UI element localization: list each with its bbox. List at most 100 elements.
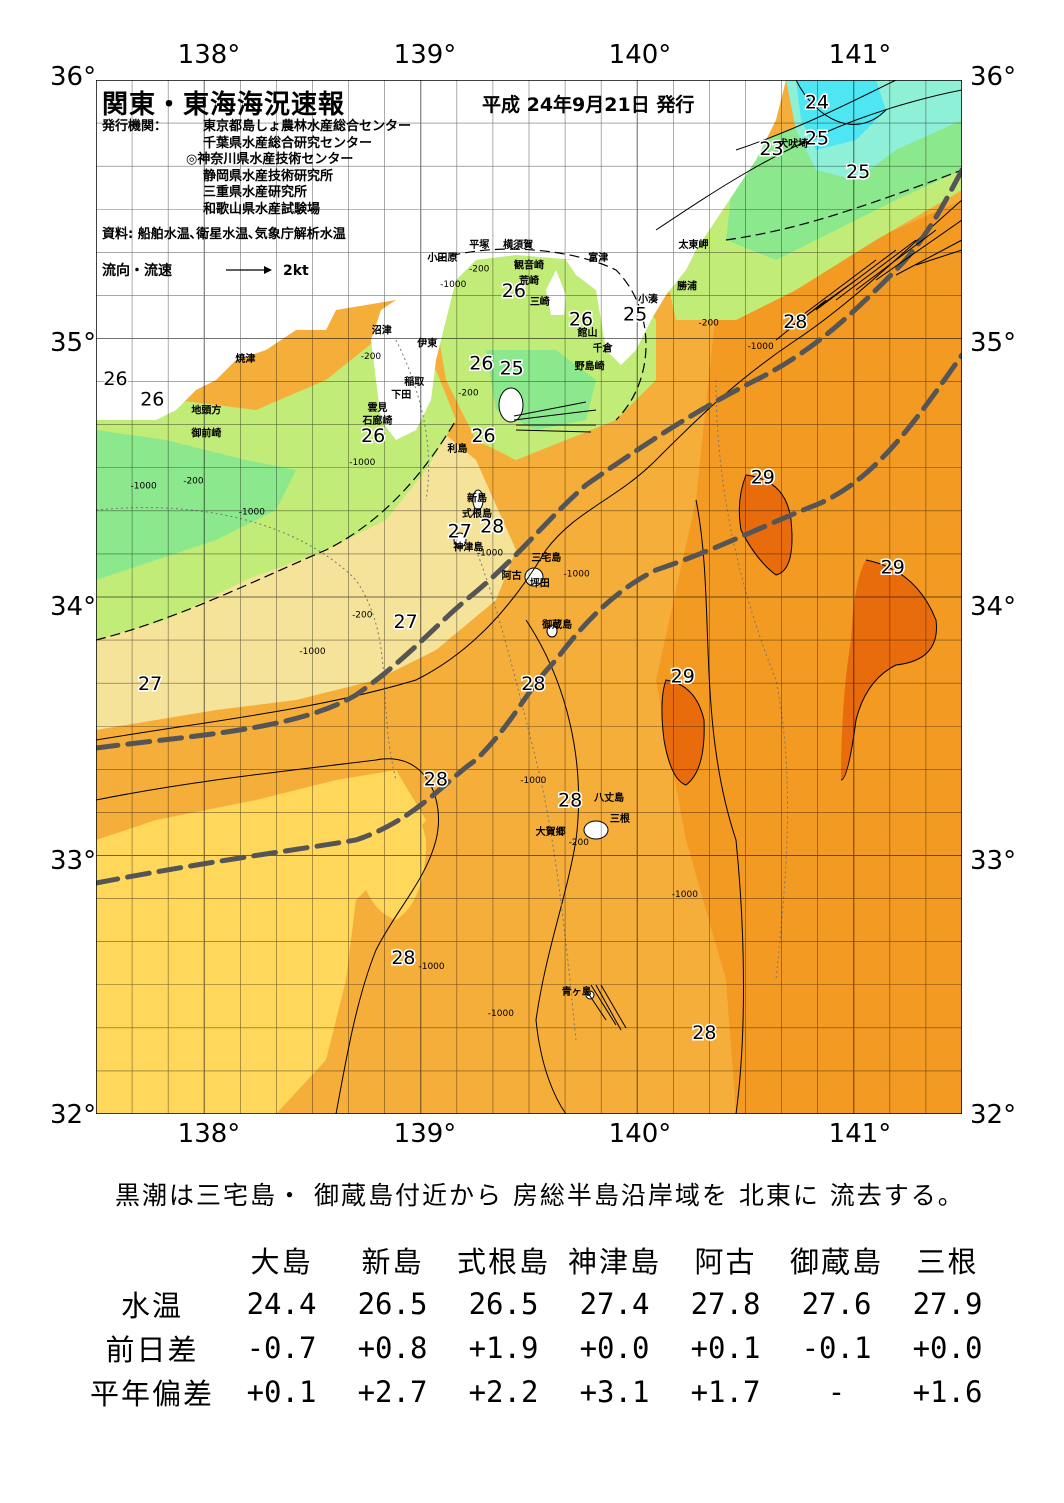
isotherm-label: 26 bbox=[103, 368, 127, 390]
agency-item: 千葉県水産総合研究センター bbox=[203, 135, 373, 151]
place-label: 御前崎 bbox=[190, 427, 221, 440]
isotherm-label: 25 bbox=[805, 128, 829, 150]
place-label: 御蔵島 bbox=[541, 618, 572, 631]
table-cell: +3.1 bbox=[579, 1375, 650, 1409]
lat-label-right-34: 34° bbox=[970, 592, 1017, 622]
depth-label: -1000 bbox=[239, 507, 265, 517]
table-cell: 27.4 bbox=[579, 1287, 650, 1321]
isotherm-label: 28 bbox=[521, 673, 545, 695]
row-label-normal-diff: 平年偏差 bbox=[89, 1377, 214, 1411]
zone-23-boso bbox=[796, 80, 886, 150]
lon-label-bottom-139: 139° bbox=[393, 1119, 457, 1149]
kuroshio-north-limit bbox=[96, 167, 962, 751]
isotherm-label: 26 bbox=[502, 280, 526, 302]
place-label: 雲見 bbox=[367, 402, 387, 414]
agency-item: ◎神奈川県水産技術センター bbox=[186, 152, 354, 168]
depth-label: -1000 bbox=[477, 549, 503, 559]
table-corner bbox=[78, 1238, 226, 1282]
agency-item: 三重県水産研究所 bbox=[203, 185, 308, 201]
table-row: 平年偏差 +0.1 +2.7 +2.2 +3.1 +1.7 - +1.6 bbox=[78, 1370, 1003, 1414]
table-cell: +1.9 bbox=[468, 1331, 539, 1365]
depth-label: -200 bbox=[469, 264, 490, 274]
depth-label: -200 bbox=[458, 388, 479, 398]
table-cell: -0.7 bbox=[246, 1331, 317, 1365]
depth-label: -1000 bbox=[349, 458, 375, 468]
island-mikurajima bbox=[546, 624, 558, 638]
isotherm-label: 26 bbox=[361, 425, 385, 447]
place-label: 利島 bbox=[448, 442, 468, 455]
lon-label-bottom-138: 138° bbox=[177, 1119, 241, 1149]
flow-legend-label: 流向・流速 bbox=[102, 263, 172, 279]
depth-label: -1000 bbox=[564, 569, 590, 579]
island-niijima bbox=[472, 489, 484, 511]
depth-label: -1000 bbox=[488, 1009, 514, 1019]
isotherm-label: 27 bbox=[138, 673, 162, 695]
place-label: 焼津 bbox=[235, 352, 255, 365]
land-kanto-boso bbox=[566, 80, 786, 365]
table-cell: 27.6 bbox=[801, 1287, 872, 1321]
place-label: 三崎 bbox=[530, 295, 550, 308]
lon-label-top-141: 141° bbox=[828, 40, 892, 70]
table-cell: +0.0 bbox=[579, 1331, 650, 1365]
table-cell: 26.5 bbox=[468, 1287, 539, 1321]
place-label: 沼津 bbox=[372, 323, 392, 336]
place-label: 三根 bbox=[610, 812, 630, 825]
sea-temperature-map: 24 25 23 25 26 26 25 28 26 26 26 25 26 26 29 27 28 29 27 27… bbox=[96, 80, 962, 1114]
place-label: 平塚 bbox=[469, 238, 489, 251]
place-label: 小田原 bbox=[426, 251, 457, 264]
lat-label-right-33: 33° bbox=[970, 846, 1017, 876]
isotherm-label: 29 bbox=[881, 557, 905, 579]
kuroshio-summary: 黒潮は三宅島・ 御蔵島付近から 房総半島沿岸域を 北東に 流去する。 bbox=[115, 1181, 965, 1210]
data-source: 資料: 船舶水温､衛星水温､気象庁解析水温 bbox=[102, 227, 346, 242]
table-header-row: 大島 新島 式根島 神津島 阿古 御蔵島 三根 bbox=[78, 1238, 1003, 1282]
isotherm-label: 26 bbox=[569, 309, 593, 331]
isotherm-label: 28 bbox=[692, 1022, 716, 1044]
depth-label: -200 bbox=[569, 838, 590, 848]
isotherm-label: 29 bbox=[671, 665, 695, 687]
table-cell: +0.1 bbox=[246, 1375, 317, 1409]
isotherm-label: 27 bbox=[448, 521, 472, 543]
place-label: 館山 bbox=[576, 326, 597, 339]
depth-label: -1000 bbox=[672, 890, 698, 900]
isotherm-label: 25 bbox=[623, 303, 647, 325]
land-honshu-west bbox=[96, 80, 396, 420]
isotherm-label: 28 bbox=[424, 769, 448, 791]
table-cell: +2.7 bbox=[357, 1375, 428, 1409]
station-name: 御蔵島 bbox=[789, 1245, 883, 1279]
agency-item: 静岡県水産技術研究所 bbox=[203, 168, 334, 184]
table-cell: 24.4 bbox=[246, 1287, 317, 1321]
zone-29-b bbox=[841, 560, 937, 780]
place-label: 富津 bbox=[588, 251, 608, 264]
place-label: 勝浦 bbox=[677, 279, 697, 292]
depth-label: -200 bbox=[361, 352, 382, 362]
table-cell: - bbox=[827, 1375, 846, 1409]
depth-label: -1000 bbox=[440, 280, 466, 290]
lat-label-left-32: 32° bbox=[50, 1100, 97, 1130]
isotherm-label: 28 bbox=[480, 515, 504, 537]
station-name: 三根 bbox=[916, 1245, 979, 1279]
lon-label-top-140: 140° bbox=[608, 40, 672, 70]
table-cell: 27.9 bbox=[912, 1287, 983, 1321]
depth-label: -1000 bbox=[748, 342, 774, 352]
lon-label-bottom-140: 140° bbox=[608, 1119, 672, 1149]
place-label: 三宅島 bbox=[531, 551, 561, 564]
table-cell: +0.1 bbox=[690, 1331, 761, 1365]
lat-label-left-35: 35° bbox=[50, 328, 97, 358]
island-hachijojima bbox=[583, 820, 609, 840]
lat-label-right-36: 36° bbox=[970, 62, 1017, 92]
place-label: 観音崎 bbox=[514, 259, 544, 272]
station-name: 新島 bbox=[361, 1245, 424, 1279]
table-cell: -0.1 bbox=[801, 1331, 872, 1365]
lat-label-left-34: 34° bbox=[50, 592, 97, 622]
land-izu-peninsula bbox=[371, 80, 576, 440]
lat-label-right-35: 35° bbox=[970, 328, 1017, 358]
place-label: 太東岬 bbox=[678, 238, 709, 251]
land-miura bbox=[546, 270, 566, 315]
isotherm-label: 25 bbox=[500, 358, 524, 380]
place-label: 稲取 bbox=[404, 375, 425, 388]
table-cell: +0.0 bbox=[912, 1331, 983, 1365]
row-label-day-diff: 前日差 bbox=[105, 1333, 199, 1367]
table-cell: +0.8 bbox=[357, 1331, 428, 1365]
isotherm-label: 26 bbox=[140, 389, 164, 411]
map-title: 関東・東海海況速報 bbox=[102, 90, 346, 120]
